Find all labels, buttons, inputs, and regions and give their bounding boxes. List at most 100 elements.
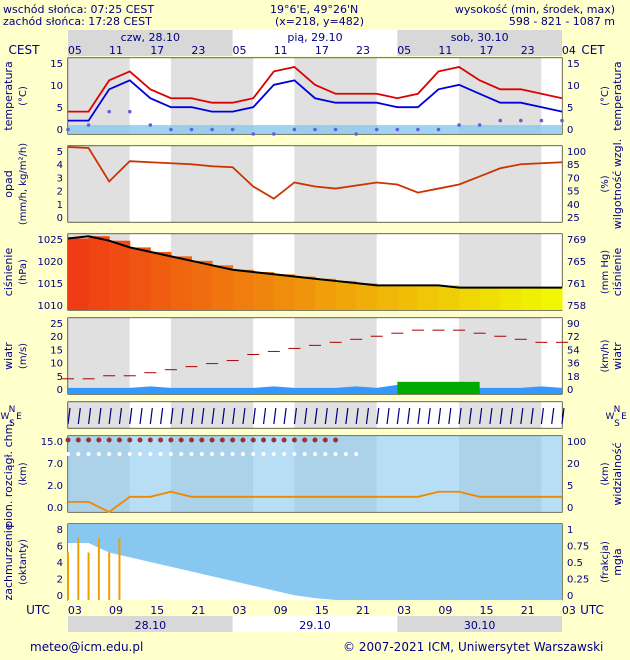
- left-tick-label: 7.0: [47, 459, 63, 470]
- cloud-base-dot: [271, 452, 276, 456]
- cloud-base-dot: [343, 452, 348, 456]
- wind-arrow: [160, 407, 164, 425]
- visibility-line: [68, 490, 562, 514]
- dewpoint-dot: [519, 118, 523, 123]
- cloud-base-dot: [148, 452, 153, 456]
- wind-arrow: [77, 407, 81, 425]
- right-tick-label: 0: [567, 385, 573, 396]
- top-hour-label: 05: [233, 44, 247, 57]
- dewpoint-dot: [127, 109, 132, 114]
- wind-arrow: [139, 407, 143, 425]
- wind-arrow: [530, 407, 534, 425]
- pressure-bar: [170, 256, 192, 310]
- wind-arrow: [170, 407, 174, 425]
- panel-stripe: [129, 402, 171, 428]
- right-tick-label: 100: [567, 147, 586, 158]
- right-tick-label: 54: [567, 345, 580, 356]
- wind-arrow: [458, 407, 462, 425]
- right-tick-label: 0.5: [567, 558, 583, 569]
- wind-arrow: [221, 407, 225, 425]
- right-tick-label: 1: [567, 525, 573, 536]
- pressure-bar: [273, 274, 295, 310]
- footer-email[interactable]: meteo@icm.edu.pl: [30, 640, 144, 654]
- pressure-bar: [294, 276, 316, 310]
- dewpoint-dot: [66, 127, 70, 132]
- fog-bar: [87, 552, 90, 600]
- top-right-tz: CET: [581, 43, 605, 57]
- left-tick-label: 1010: [38, 301, 63, 312]
- panel-stripe: [68, 318, 130, 394]
- left-tick-label: 10: [50, 81, 63, 92]
- cloud-base-dot: [76, 452, 81, 456]
- right-axis-unit: (frakcja): [600, 541, 611, 583]
- pressure-line: [67, 235, 562, 289]
- bottom-hour-label: 21: [521, 604, 535, 617]
- cloud-base-dot: [86, 452, 91, 456]
- right-tick-label: 55: [567, 187, 580, 198]
- pressure-bar: [315, 278, 337, 310]
- top-hour-label: 04: [562, 44, 576, 57]
- panel-stripe: [170, 402, 254, 428]
- wind-arrow: [365, 407, 370, 425]
- left-tick-label: 15: [50, 345, 63, 356]
- cloud-base-dot: [313, 452, 317, 456]
- cloud-top-dot: [199, 437, 205, 443]
- dewpoint-dot: [230, 127, 235, 132]
- wind-arrow: [201, 407, 205, 425]
- right-tick-label: 769: [567, 235, 586, 246]
- cloud-top-dot: [137, 437, 143, 443]
- bottom-hour-label: 09: [109, 604, 123, 617]
- top-day-band: [397, 30, 562, 56]
- panel-stripe: [170, 318, 254, 394]
- cloud-base-dot: [230, 452, 235, 456]
- panel-stripe: [170, 58, 254, 134]
- cloud-top-dot: [322, 437, 328, 443]
- dir-s-left: S: [9, 419, 15, 429]
- top-hour-label: 23: [191, 44, 205, 57]
- cloud-top-dot: [209, 437, 215, 443]
- bottom-hour-label: 15: [150, 604, 164, 617]
- left-tick-label: 0: [57, 385, 63, 396]
- dewpoint-dot: [477, 123, 482, 127]
- top-hour-label: 05: [68, 44, 82, 57]
- pressure-bar: [150, 251, 172, 310]
- right-tick-label: 90: [567, 319, 580, 330]
- pressure-bar: [109, 240, 131, 310]
- bottom-hour-label: 03: [68, 604, 82, 617]
- left-tick-label: 5: [57, 372, 63, 383]
- left-tick-label: 15: [50, 59, 63, 70]
- wind-arrow: [345, 407, 349, 425]
- left-axis-title: opad: [2, 170, 15, 197]
- left-tick-label: 0: [57, 591, 63, 602]
- dir-e-left: E: [16, 412, 22, 422]
- pressure-bar: [520, 287, 542, 310]
- left-tick-label: 4: [57, 558, 63, 569]
- sunrise-text: wschód słońca: 07:25 CEST: [3, 3, 155, 16]
- dir-n-right: N: [614, 405, 621, 415]
- wind-arrow: [118, 407, 123, 425]
- left-axis-title: zachmurzenie: [2, 523, 15, 600]
- wind-arrow: [479, 407, 483, 425]
- right-tick-label: 0: [567, 591, 573, 602]
- left-tick-label: 0.0: [47, 503, 63, 514]
- pressure-bar: [88, 236, 110, 310]
- dewpoint-dot: [86, 123, 91, 127]
- wind-arrow: [468, 407, 472, 425]
- right-axis-unit: (%): [600, 175, 611, 192]
- wind-arrow: [293, 407, 298, 425]
- humidity-line: [67, 146, 563, 200]
- cloud-top-dot: [65, 437, 71, 443]
- panel-stripe: [253, 318, 295, 394]
- right-axis-unit: (km/h): [600, 339, 611, 372]
- cloud-top-dot: [189, 437, 194, 443]
- dewpoint-dot: [210, 127, 214, 132]
- right-tick-label: 761: [567, 279, 586, 290]
- panel-stripe: [376, 402, 460, 428]
- left-tick-label: 1: [57, 200, 63, 211]
- right-axis-title: mgła: [611, 548, 624, 576]
- panel-stripe: [541, 146, 562, 222]
- left-tick-label: 5: [57, 103, 63, 114]
- left-axis-unit: (mm/h, kg/m²/h): [18, 143, 29, 225]
- wind-arrow: [427, 407, 431, 425]
- dewpoint-dot: [374, 127, 379, 132]
